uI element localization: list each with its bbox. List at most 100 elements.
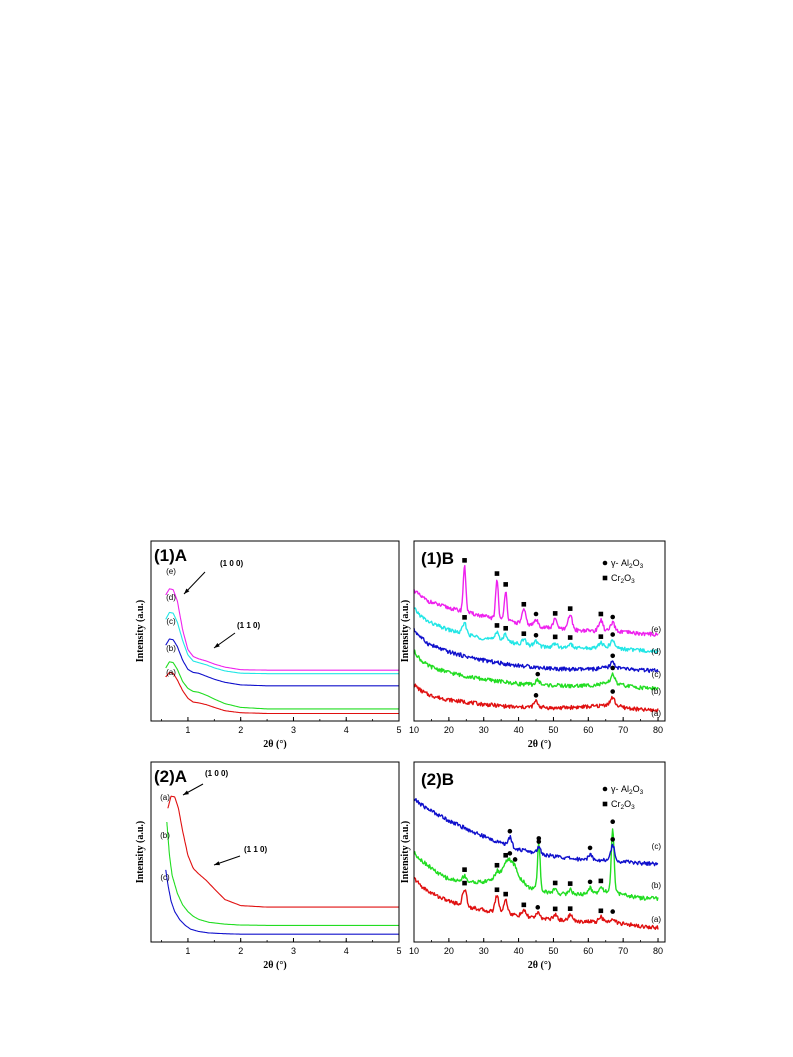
legend-entry-gamma-al2o3: γ- Al2O3 bbox=[611, 558, 644, 570]
series-line-b bbox=[165, 661, 399, 710]
legend-entry-gamma-al2o3: γ- Al2O3 bbox=[611, 784, 644, 796]
chart-panel-3: 1 2 3 4 5 2θ (°) Intensity (a.u.) (2)A (a) (b) (c)… bbox=[135, 761, 402, 971]
gamma-al2o3-marker bbox=[610, 909, 616, 914]
gamma-al2o3-marker bbox=[533, 632, 539, 638]
series-label: (d) bbox=[651, 647, 661, 656]
x-tick-label: 60 bbox=[583, 725, 593, 735]
legend-entry-cr2o3: Cr2O3 bbox=[611, 573, 635, 585]
x-tick-label: 5 bbox=[396, 725, 401, 735]
x-tick-label: 20 bbox=[444, 946, 454, 956]
x-tick-label: 80 bbox=[653, 946, 663, 956]
x-tick-label: 2 bbox=[238, 725, 243, 735]
gamma-al2o3-marker bbox=[533, 693, 539, 698]
series-line-a bbox=[413, 876, 659, 930]
x-tick-label: 1 bbox=[185, 946, 190, 956]
reflection-annotation: (1 0 0) bbox=[220, 559, 243, 568]
x-tick-label: 40 bbox=[514, 725, 524, 735]
series-label: (a) bbox=[651, 709, 661, 718]
gamma-al2o3-marker bbox=[587, 845, 593, 851]
gamma-al2o3-marker bbox=[535, 671, 541, 677]
cr2o3-marker bbox=[567, 881, 573, 886]
gamma-al2o3-marker bbox=[587, 879, 593, 885]
cr2o3-marker bbox=[598, 878, 604, 884]
cr2o3-marker bbox=[503, 582, 508, 587]
gamma-al2o3-marker bbox=[610, 632, 616, 637]
series-label: (b) bbox=[160, 831, 170, 840]
series-label: (a) bbox=[651, 915, 661, 924]
reflection-annotation: (1 0 0) bbox=[205, 769, 228, 778]
cr2o3-marker bbox=[494, 571, 500, 576]
cr2o3-marker bbox=[598, 908, 604, 914]
legend-circle-icon bbox=[602, 786, 608, 792]
cr2o3-marker bbox=[503, 625, 508, 631]
gamma-al2o3-marker bbox=[507, 851, 513, 856]
gamma-al2o3-marker bbox=[536, 836, 542, 841]
cr2o3-marker bbox=[567, 635, 573, 640]
x-tick-label: 70 bbox=[618, 946, 628, 956]
x-tick-label: 60 bbox=[583, 946, 593, 956]
series-label: (b) bbox=[651, 687, 661, 696]
gamma-al2o3-marker bbox=[610, 614, 616, 620]
arrowhead bbox=[214, 643, 220, 648]
series-line-d bbox=[413, 607, 659, 654]
series-label: (c) bbox=[652, 842, 662, 851]
gamma-al2o3-marker bbox=[610, 665, 616, 671]
gamma-al2o3-marker bbox=[610, 819, 616, 824]
cr2o3-marker bbox=[598, 634, 604, 639]
series-label: (d) bbox=[166, 593, 176, 602]
x-tick-label: 10 bbox=[409, 725, 419, 735]
series-line-e bbox=[165, 588, 399, 671]
gamma-al2o3-marker bbox=[535, 905, 541, 910]
y-axis-label: Intensity (a.u.) bbox=[135, 821, 146, 884]
series-line-d bbox=[165, 611, 399, 675]
series-line-a bbox=[413, 683, 659, 713]
x-tick-label: 30 bbox=[479, 725, 489, 735]
plot-frame bbox=[150, 761, 400, 943]
chart-panel-4: 10 20 30 40 50 60 70 80 2θ (°) Intensity (a.u.) (2… bbox=[400, 761, 666, 971]
series-label: (c) bbox=[166, 617, 176, 626]
series-label: (a) bbox=[160, 793, 170, 802]
cr2o3-marker bbox=[503, 891, 508, 897]
x-tick-label: 5 bbox=[396, 946, 401, 956]
arrowhead bbox=[184, 588, 190, 594]
cr2o3-marker bbox=[552, 611, 558, 616]
cr2o3-marker bbox=[521, 601, 527, 607]
cr2o3-marker bbox=[552, 906, 558, 912]
series-label: (b) bbox=[651, 881, 661, 890]
gamma-al2o3-marker bbox=[610, 653, 616, 659]
legend-circle-icon bbox=[602, 560, 608, 566]
gamma-al2o3-marker bbox=[512, 857, 518, 862]
series-label: (e) bbox=[166, 567, 176, 576]
series-line-a bbox=[165, 671, 399, 715]
reflection-annotation: (1 1 0) bbox=[244, 845, 267, 854]
cr2o3-marker bbox=[462, 867, 467, 872]
chart-panel-2: 10 20 30 40 50 60 70 80 2θ (°) Intensity (a.u.) (1… bbox=[400, 540, 666, 750]
series-line-b bbox=[166, 821, 399, 926]
series-label: (a) bbox=[166, 668, 176, 677]
cr2o3-marker bbox=[567, 606, 573, 611]
panel-label: (2)B bbox=[421, 770, 454, 789]
cr2o3-marker bbox=[521, 631, 527, 636]
series-line-c bbox=[413, 798, 659, 867]
cr2o3-marker bbox=[552, 880, 558, 886]
series-label: (e) bbox=[651, 625, 661, 634]
series-label: (c) bbox=[160, 873, 170, 882]
x-tick-label: 10 bbox=[409, 946, 419, 956]
cr2o3-marker bbox=[598, 611, 604, 617]
plot-frame bbox=[150, 540, 400, 722]
gamma-al2o3-marker bbox=[610, 837, 616, 842]
x-tick-label: 50 bbox=[548, 725, 558, 735]
cr2o3-marker bbox=[567, 906, 573, 911]
series-label: (c) bbox=[652, 670, 662, 679]
x-tick-label: 4 bbox=[344, 946, 349, 956]
x-tick-label: 50 bbox=[548, 946, 558, 956]
series-line-c bbox=[165, 638, 399, 687]
legend-square-icon bbox=[602, 575, 608, 581]
arrowhead bbox=[214, 861, 220, 866]
x-axis-label: 2θ (°) bbox=[263, 739, 286, 750]
legend: γ- Al2O3 Cr2O3 bbox=[602, 784, 644, 811]
x-tick-label: 1 bbox=[185, 725, 190, 735]
series-label: (b) bbox=[166, 644, 176, 653]
cr2o3-marker bbox=[494, 862, 500, 868]
gamma-al2o3-marker bbox=[536, 839, 542, 844]
